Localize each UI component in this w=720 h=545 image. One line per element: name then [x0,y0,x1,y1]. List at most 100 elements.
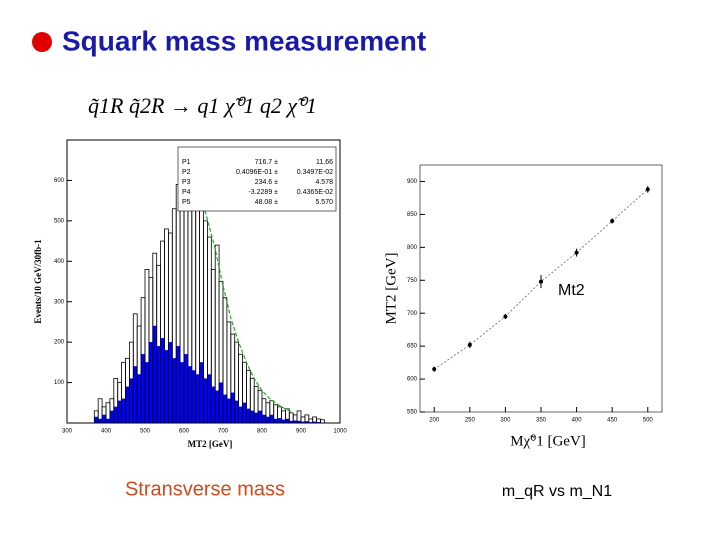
x-axis-label: MT2 [GeV] [188,439,233,449]
y-axis-label: MT2 [GeV] [383,252,399,324]
stats-text: P5 [182,199,191,206]
stats-text: 5.570 [315,199,333,206]
signal-bar [204,379,208,423]
x-tick-label: 600 [179,429,190,435]
x-tick-label: 800 [257,429,268,435]
signal-bar [231,393,235,423]
signal-bar [161,338,165,423]
stats-text: P4 [182,189,191,196]
y-tick-label: 700 [407,311,418,317]
point [610,219,614,223]
signal-bar [211,387,215,423]
point [432,367,436,371]
signal-bar [219,383,223,423]
stats-text: 48.08 ± [255,199,278,206]
stats-text: 234.6 ± [255,179,278,186]
y-tick-label: 650 [407,344,418,350]
y-tick-label: 300 [54,299,65,305]
x-tick-label: 500 [643,418,654,424]
signal-bar [129,379,133,423]
bullet [32,32,52,52]
stats-text: 11.66 [316,159,333,166]
stats-text: 4.578 [315,179,333,186]
signal-bar [114,407,118,423]
fit-line [204,205,294,413]
caption: m_qR vs m_N1 [502,483,612,500]
signal-bar [118,401,122,423]
signal-bar [157,346,161,423]
x-tick-label: 200 [429,418,440,424]
signal-bar [192,370,196,423]
x-tick-label: 350 [536,418,547,424]
y-tick-label: 850 [407,212,418,218]
y-tick-label: 400 [54,259,65,265]
signal-bar [282,420,286,423]
x-axis-label: Mχ̃⁰1 [GeV] [510,433,586,449]
slide-title: Squark mass measurement [62,25,426,56]
x-tick-label: 400 [572,418,583,424]
point [468,343,472,347]
stats-text: 0.3497E-02 [297,169,333,176]
signal-bar [285,419,289,423]
signal-bar [227,399,231,423]
formula: q̃1R q̃2R → q1 χ̃⁰1 q2 χ̃⁰1 [88,93,317,118]
point [539,280,543,284]
stats-text: P1 [182,159,191,166]
signal-bar [133,366,137,423]
x-tick-label: 450 [607,418,618,424]
y-tick-label: 600 [54,178,65,184]
y-tick-label: 750 [407,278,418,284]
signal-bar [188,366,192,423]
x-tick-label: 400 [101,429,112,435]
signal-bar [278,418,282,423]
signal-bar [207,374,211,423]
y-tick-label: 200 [54,340,65,346]
stats-text: 0.4365E-02 [297,189,333,196]
signal-bar [153,326,157,423]
signal-bar [258,411,262,423]
signal-bar [250,411,254,423]
signal-bar [137,374,141,423]
signal-bar [110,411,114,423]
x-tick-label: 500 [140,429,151,435]
y-tick-label: 550 [407,410,418,416]
signal-bar [270,415,274,423]
annotation: Mt2 [558,282,585,299]
signal-bar [223,395,227,423]
signal-bar [126,387,130,423]
signal-bar [172,358,176,423]
signal-bar [106,419,110,423]
signal-bar [200,362,204,423]
x-tick-label: 1000 [333,429,347,435]
x-tick-label: 700 [218,429,229,435]
x-tick-label: 250 [465,418,476,424]
plot-frame [420,165,662,412]
x-tick-label: 300 [62,429,73,435]
point [503,314,507,318]
signal-bar [168,342,172,423]
y-tick-label: 600 [407,377,418,383]
signal-bar [176,346,180,423]
y-tick-label: 100 [54,380,65,386]
signal-bar [98,419,102,423]
x-tick-label: 900 [296,429,307,435]
signal-bar [215,391,219,423]
stats-text: P3 [182,179,191,186]
signal-bar [94,417,98,423]
caption: Stransverse mass [125,478,285,500]
point [646,187,650,191]
y-tick-label: 800 [407,245,418,251]
point [575,251,579,255]
signal-bar [141,354,145,423]
signal-bar [274,419,278,423]
x-tick-label: 300 [500,418,511,424]
signal-bar [102,415,106,423]
stats-text: -3.2289 ± [248,189,278,196]
signal-bar [239,407,243,423]
signal-bar [266,417,270,423]
signal-bar [149,342,153,423]
signal-bar [246,409,250,423]
stats-text: P2 [182,169,191,176]
signal-bar [122,399,126,423]
